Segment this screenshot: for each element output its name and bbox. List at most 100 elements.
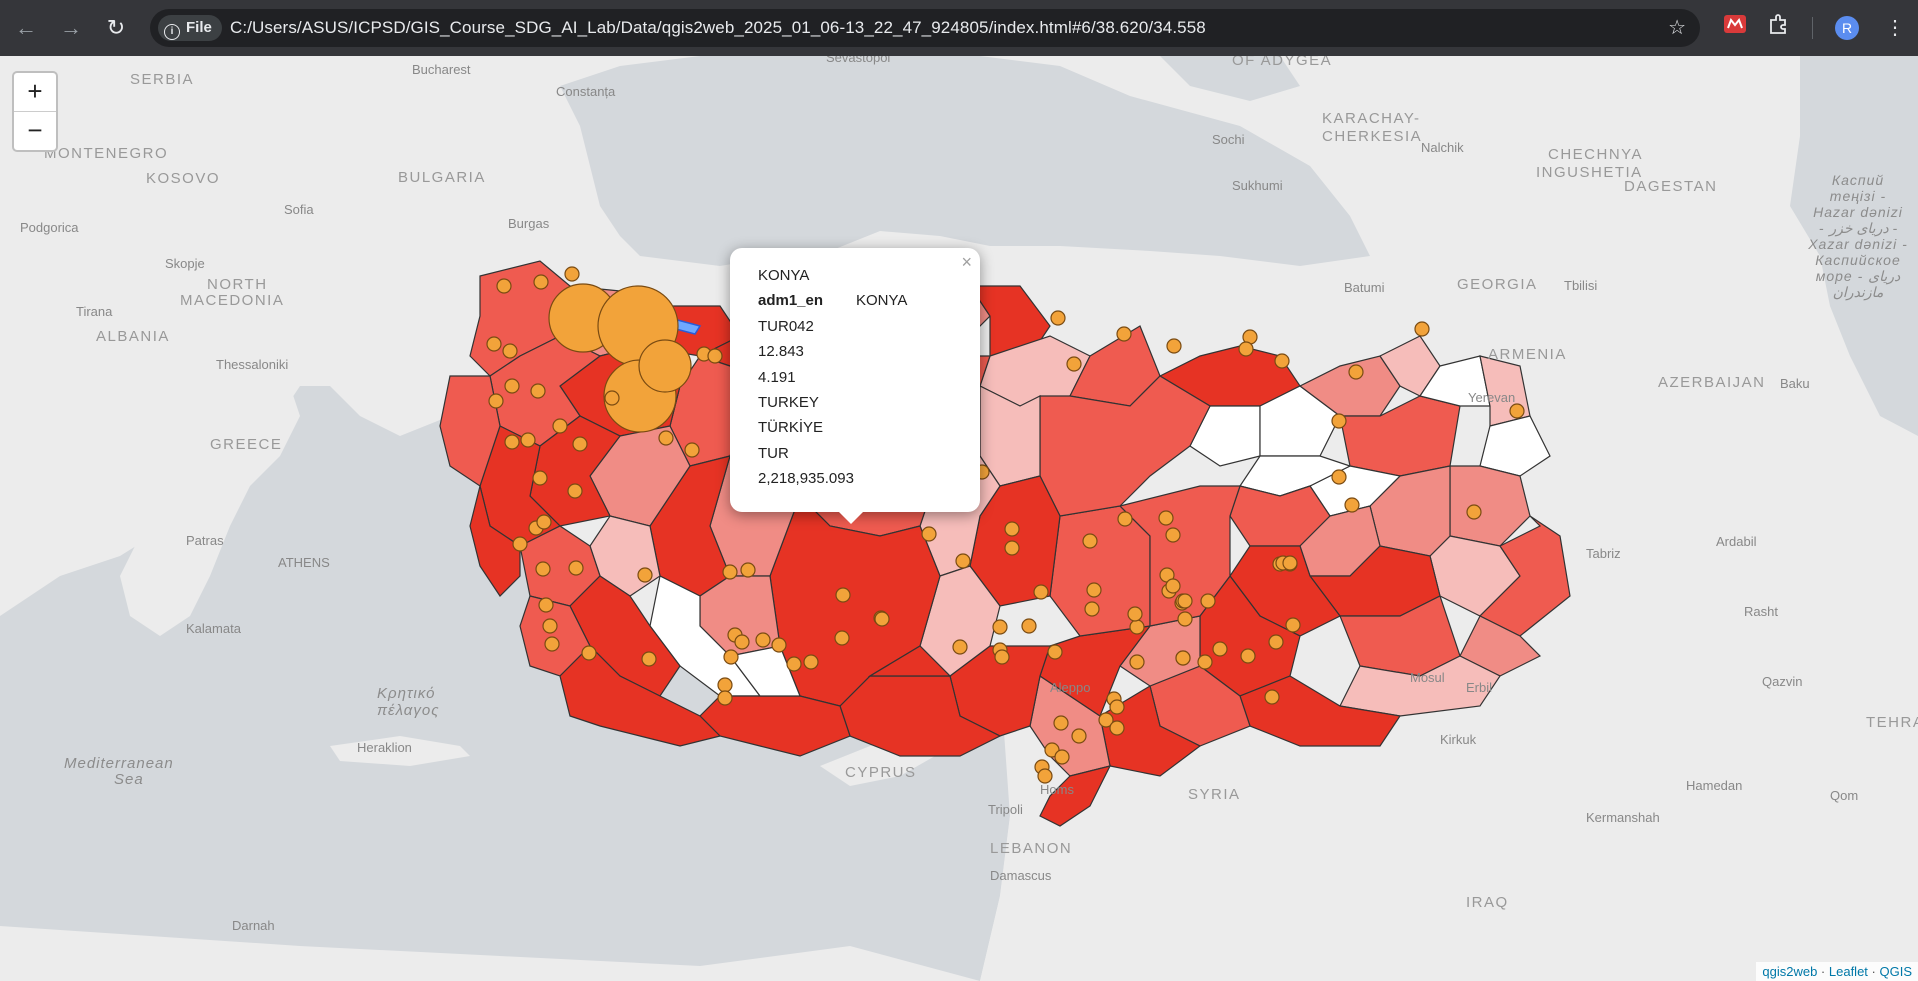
map-point xyxy=(1082,533,1098,549)
map-point xyxy=(1509,403,1525,419)
province-mugla-south xyxy=(559,645,722,747)
label-greece: GREECE xyxy=(210,436,283,453)
map-point xyxy=(834,630,850,646)
label-skopje: Skopje xyxy=(165,256,205,271)
label-karachay-1: KARACHAY- xyxy=(1322,110,1421,127)
map-point xyxy=(530,383,546,399)
label-podgorica: Podgorica xyxy=(20,220,79,235)
map-point xyxy=(1197,654,1213,670)
label-cretan-sea-2: πέλαγος xyxy=(377,702,440,719)
forward-arrow-icon[interactable]: → xyxy=(60,15,82,40)
map-point xyxy=(717,690,733,706)
zoom-out-button[interactable]: − xyxy=(27,115,43,145)
popup-title: KONYA xyxy=(758,267,810,284)
bookmark-star-icon[interactable]: ☆ xyxy=(1668,17,1686,39)
map-point xyxy=(1175,650,1191,666)
map-point xyxy=(1177,593,1193,609)
map-point xyxy=(1021,618,1037,634)
site-info-chip[interactable]: i File xyxy=(158,15,222,41)
reload-icon[interactable]: ↻ xyxy=(106,15,126,40)
map-point xyxy=(803,654,819,670)
map-point xyxy=(874,611,890,627)
crete-land xyxy=(330,736,470,766)
map-point xyxy=(707,348,723,364)
map-view[interactable]: SERBIA MONTENEGRO KOSOVO BULGARIA NORTH … xyxy=(0,56,1918,981)
info-icon: i xyxy=(164,24,180,40)
map-point xyxy=(1037,768,1053,784)
province-van xyxy=(1478,515,1571,637)
back-arrow-icon[interactable]: ← xyxy=(15,15,37,40)
levant-land xyxy=(980,676,1060,981)
popup-iso: TUR xyxy=(758,444,789,462)
attribution-qgis2web-link[interactable]: qgis2web xyxy=(1762,964,1818,979)
attribution: qgis2web · Leaflet · QGIS xyxy=(1756,962,1918,981)
label-dagestan: DAGESTAN xyxy=(1624,178,1718,195)
label-tabriz: Tabriz xyxy=(1586,546,1621,561)
popup-tip xyxy=(837,510,865,524)
map-point xyxy=(1129,619,1145,635)
map-point xyxy=(1200,593,1216,609)
label-darnah: Darnah xyxy=(232,918,275,933)
map-point xyxy=(532,470,548,486)
label-iraq: IRAQ xyxy=(1466,894,1509,911)
map-point xyxy=(488,393,504,409)
label-cyprus: CYPRUS xyxy=(845,764,917,781)
label-tirana: Tirana xyxy=(76,304,113,319)
map-point xyxy=(1331,413,1347,429)
label-sofia: Sofia xyxy=(284,202,314,217)
popup-country-local: TÜRKİYE xyxy=(758,419,824,437)
popup-close-button[interactable]: × xyxy=(961,252,972,272)
label-damascus: Damascus xyxy=(990,868,1052,883)
label-kalamata: Kalamata xyxy=(186,621,241,636)
map-point xyxy=(1109,699,1125,715)
label-azerbaijan: AZERBAIJAN xyxy=(1658,374,1766,391)
label-mosul: Mosul xyxy=(1410,670,1445,685)
map-point xyxy=(552,418,568,434)
label-baku: Baku xyxy=(1780,376,1810,391)
label-med-sea-1: Mediterranean xyxy=(64,755,174,772)
attribution-qgis-link[interactable]: QGIS xyxy=(1879,964,1912,979)
zoom-in-button[interactable]: + xyxy=(14,73,56,112)
map-point xyxy=(722,564,738,580)
map-point xyxy=(1066,356,1082,372)
map-point xyxy=(533,274,549,290)
map-point xyxy=(1240,648,1256,664)
label-albania: ALBANIA xyxy=(96,328,170,345)
map-point xyxy=(1282,555,1298,571)
label-adygea: OF ADYGEA xyxy=(1232,56,1333,69)
label-nalchik: Nalchik xyxy=(1421,140,1464,155)
map-point xyxy=(544,636,560,652)
map-point xyxy=(1127,606,1143,622)
map-point xyxy=(1268,634,1284,650)
browser-menu-icon[interactable]: ⋮ xyxy=(1885,17,1905,39)
map-point xyxy=(1116,326,1132,342)
map-point xyxy=(1177,611,1193,627)
map-point xyxy=(755,632,771,648)
map-point xyxy=(717,677,733,693)
province-hakkari xyxy=(1459,615,1542,677)
label-lebanon: LEBANON xyxy=(990,840,1073,857)
map-point xyxy=(684,442,700,458)
map-point xyxy=(835,587,851,603)
map-point xyxy=(1414,321,1430,337)
extensions-puzzle-icon[interactable] xyxy=(1764,13,1794,43)
map-point xyxy=(1033,584,1049,600)
map-point xyxy=(1117,511,1133,527)
map-point xyxy=(1047,644,1063,660)
label-montenegro: MONTENEGRO xyxy=(44,145,169,162)
url-text[interactable]: C:/Users/ASUS/ICPSD/GIS_Course_SDG_AI_La… xyxy=(230,18,1206,37)
attribution-leaflet-link[interactable]: Leaflet xyxy=(1828,964,1868,979)
address-bar[interactable]: i File C:/Users/ASUS/ICPSD/GIS_Course_SDG… xyxy=(150,9,1700,47)
map-point xyxy=(1050,310,1066,326)
zoom-control: + − xyxy=(12,71,58,152)
extension-icon[interactable] xyxy=(1720,13,1750,43)
label-kermanshah: Kermanshah xyxy=(1586,810,1660,825)
label-aleppo: Aleppo xyxy=(1050,680,1091,695)
map-point xyxy=(1129,654,1145,670)
map-point xyxy=(637,567,653,583)
label-ardabil: Ardabil xyxy=(1716,534,1757,549)
profile-avatar[interactable]: R xyxy=(1835,16,1859,40)
mediterranean-sea xyxy=(0,386,1040,981)
province-sivas xyxy=(1118,485,1241,627)
province-izmir-coast xyxy=(469,485,521,597)
